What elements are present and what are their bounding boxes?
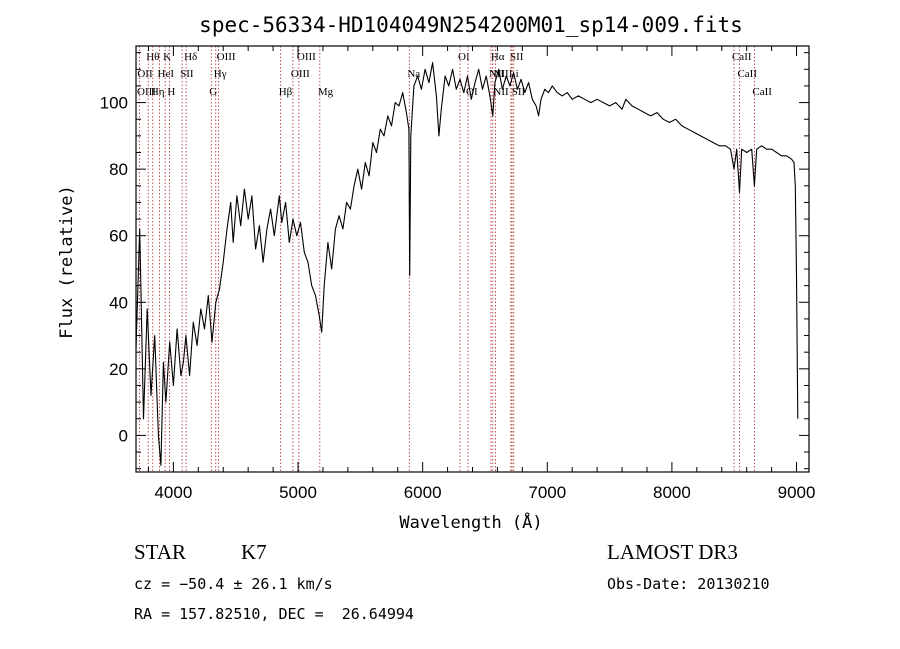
marker-label-24: Mg [318,86,334,98]
marker-label-10: HeI [158,68,175,80]
plot-area [136,62,799,466]
marker-label-12: Hγ [214,68,227,80]
y-axis-label: Flux (relative) [57,185,77,339]
marker-label-23: Hβ [279,86,293,98]
marker-label-3: OIII [217,51,236,63]
x-tick-label-2: 6000 [404,483,442,502]
marker-label-27: SII [512,86,526,98]
marker-label-4: OIII [297,51,316,63]
x-tick-label-1: 5000 [279,483,317,502]
y-tick-label-3: 60 [109,227,128,246]
observation-date: Obs-Date: 20130210 [607,575,770,593]
x-axis-label: Wavelength (Å) [399,511,542,533]
marker-label-26: NII [493,86,509,98]
y-tick-label-0: 0 [119,426,128,445]
marker-label-2: Hδ [184,51,197,63]
axis-ticks: 4000 5000 6000 7000 8000 9000 0 20 40 60 80 100 [100,46,816,502]
x-tick-label-4: 8000 [653,483,691,502]
marker-label-9: OII [137,68,153,80]
marker-label-16: NII [493,68,509,80]
marker-label-1: K [163,51,171,63]
marker-label-22: G [209,86,217,98]
spectrum-series-0 [136,62,799,466]
y-tick-label-4: 80 [109,160,128,179]
marker-label-21: H [167,86,175,98]
marker-label-6: Hα [491,51,505,63]
y-tick-label-1: 20 [109,360,128,379]
object-type: STAR [134,540,186,564]
sky-coordinates: RA = 157.82510, DEC = 26.64994 [134,605,414,623]
x-tick-label-5: 9000 [778,483,816,502]
marker-label-28: CaII [752,86,772,98]
y-tick-label-5: 100 [100,94,128,113]
x-tick-label-3: 7000 [528,483,566,502]
marker-label-18: CaII [737,68,757,80]
marker-label-8: CaII [732,51,752,63]
marker-label-25: OI [466,86,478,98]
marker-label-13: OIII [291,68,310,80]
marker-label-20: Hη [151,86,165,98]
spectral-subclass: K7 [241,540,267,564]
marker-label-19: OIII [137,86,156,98]
x-tick-label-0: 4000 [154,483,192,502]
plot-frame [135,45,810,473]
marker-label-5: OI [458,51,470,63]
chart-title: spec-56334-HD104049N254200M01_sp14-009.f… [199,13,743,37]
survey-name: LAMOST DR3 [607,540,738,564]
marker-label-11: SII [180,68,194,80]
marker-label-7: SII [510,51,524,63]
y-tick-label-2: 40 [109,293,128,312]
redshift-velocity: cz = −50.4 ± 26.1 km/s [134,575,333,593]
